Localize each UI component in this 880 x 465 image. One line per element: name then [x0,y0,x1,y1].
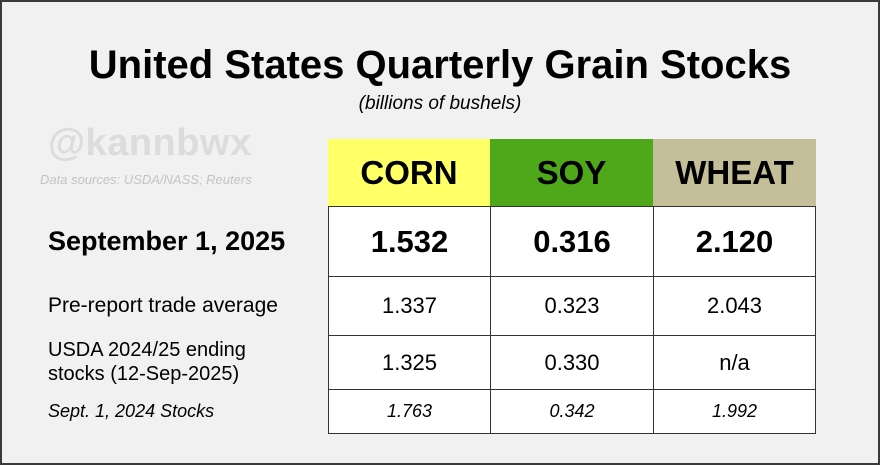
cell-wheat-sep-2025: 2.120 [695,223,774,259]
cell-wheat-usda-ending: n/a [719,349,750,375]
cell-corn-usda-ending: 1.325 [381,349,438,375]
cell-corn-sep-2025: 1.532 [370,223,449,259]
row-label-trade-average: Pre-report trade average [48,293,278,317]
cell-soy-sep-2025: 0.316 [533,223,611,259]
row-label-usda-line-1: USDA 2024/25 ending [48,339,246,361]
row-label-sep-2025: September 1, 2025 [48,225,286,256]
cell-soy-sep-2024: 0.342 [549,401,595,421]
cell-soy-usda-ending: 0.330 [544,349,600,375]
cell-wheat-sep-2024: 1.992 [711,401,758,421]
data-table: 1.532 0.316 2.120 1.337 0.323 2.043 1.32… [328,206,816,434]
column-divider [490,207,491,433]
row-label-usda-line-2: stocks (12-Sep-2025) [48,363,240,385]
row-divider [329,335,815,336]
chart-title: United States Quarterly Grain Stocks [88,43,792,87]
chart-subtitle: (billions of bushels) [358,93,522,114]
cell-corn-sep-2024: 1.763 [386,401,433,421]
data-source-note: Data sources: USDA/NASS; Reuters [40,172,252,187]
column-header-wheat: WHEAT [653,139,816,206]
column-header-soy: SOY [490,139,653,206]
cell-soy-trade-average: 0.323 [544,293,600,318]
cell-corn-trade-average: 1.337 [381,293,438,318]
row-divider [329,276,815,277]
row-label-usda-ending-stocks: USDA 2024/25 ending stocks (12-Sep-2025) [48,335,246,389]
column-divider [653,207,654,433]
column-header-corn: CORN [328,139,490,206]
row-divider [329,389,815,390]
row-label-sep-2024: Sept. 1, 2024 Stocks [48,401,215,421]
cell-wheat-trade-average: 2.043 [706,293,763,318]
watermark-handle: @kannbwx [48,122,252,164]
